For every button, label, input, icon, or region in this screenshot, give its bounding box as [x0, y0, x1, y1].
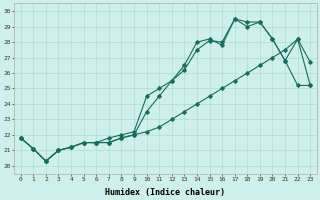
X-axis label: Humidex (Indice chaleur): Humidex (Indice chaleur) — [106, 188, 226, 197]
